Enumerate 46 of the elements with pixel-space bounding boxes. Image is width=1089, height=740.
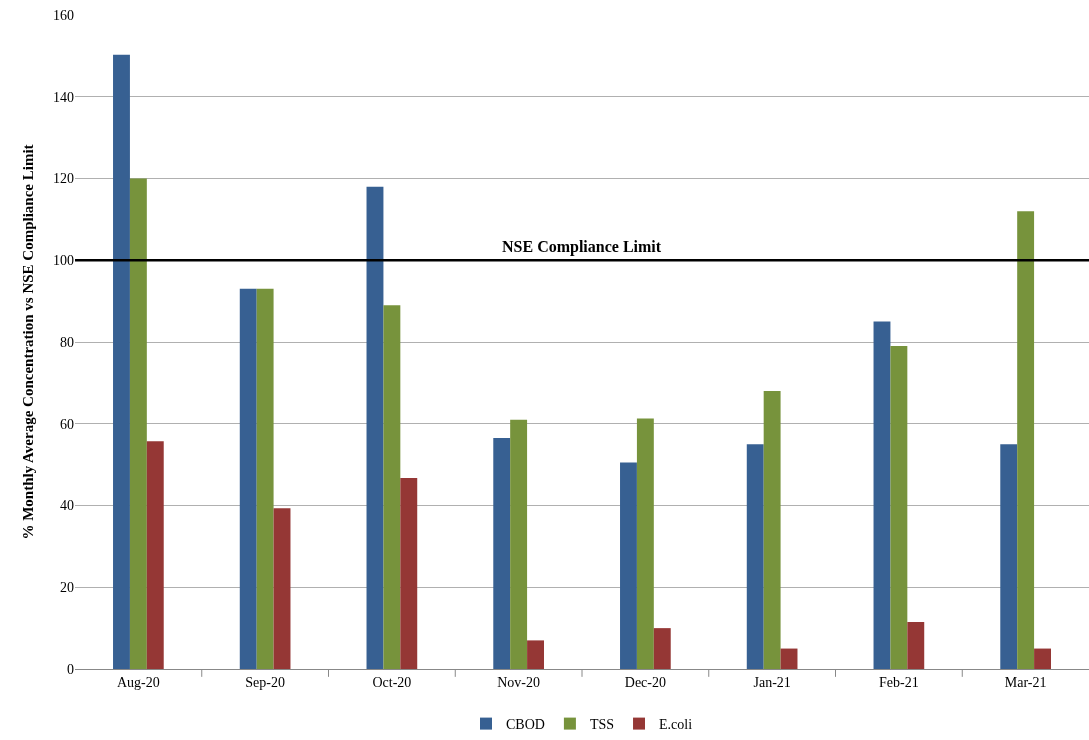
bar bbox=[890, 346, 908, 669]
bar bbox=[400, 478, 418, 669]
y-tick-label: 100 bbox=[53, 253, 74, 269]
bar bbox=[256, 288, 274, 669]
bar bbox=[527, 640, 544, 669]
y-tick-label: 60 bbox=[60, 416, 74, 432]
y-tick-label: 120 bbox=[53, 171, 74, 187]
bar bbox=[146, 441, 164, 669]
y-tick-label: 140 bbox=[53, 89, 74, 105]
bar bbox=[366, 186, 384, 669]
y-tick-label: 80 bbox=[60, 334, 74, 350]
bar bbox=[1000, 444, 1018, 669]
x-tick-label: Jan-21 bbox=[753, 674, 791, 690]
legend-label: E.coli bbox=[659, 717, 693, 733]
bar bbox=[113, 54, 130, 669]
bar bbox=[1017, 211, 1035, 669]
legend-label: TSS bbox=[589, 717, 615, 733]
bar bbox=[383, 305, 401, 669]
y-axis-title: % Monthly Average Concentration vs NSE Compliance Limit bbox=[20, 144, 37, 540]
y-tick-label: 40 bbox=[60, 498, 74, 514]
bar bbox=[620, 462, 637, 669]
legend-label: CBOD bbox=[506, 717, 545, 733]
x-tick-label: Dec-20 bbox=[624, 674, 666, 690]
bar bbox=[510, 419, 528, 669]
bar bbox=[636, 418, 654, 669]
y-tick-label: 160 bbox=[53, 7, 74, 23]
bar bbox=[129, 178, 147, 669]
bar bbox=[1034, 648, 1051, 669]
y-tick-label: 0 bbox=[67, 661, 74, 677]
x-tick-label: Aug-20 bbox=[116, 674, 160, 690]
x-tick-label: Feb-21 bbox=[879, 674, 919, 690]
ref-line-label: NSE Compliance Limit bbox=[502, 238, 662, 256]
x-tick-label: Nov-20 bbox=[497, 674, 541, 690]
bar bbox=[653, 628, 671, 669]
bar bbox=[780, 648, 798, 669]
bar bbox=[763, 391, 781, 669]
y-tick-label: 20 bbox=[60, 580, 74, 596]
bar bbox=[273, 508, 291, 669]
bar bbox=[239, 288, 257, 669]
bar bbox=[493, 438, 511, 669]
x-tick-label: Oct-20 bbox=[372, 674, 412, 690]
bar bbox=[873, 321, 891, 669]
bar bbox=[907, 621, 925, 669]
x-tick-label: Sep-20 bbox=[245, 674, 285, 690]
x-tick-label: Mar-21 bbox=[1004, 674, 1047, 690]
bar bbox=[746, 444, 764, 669]
